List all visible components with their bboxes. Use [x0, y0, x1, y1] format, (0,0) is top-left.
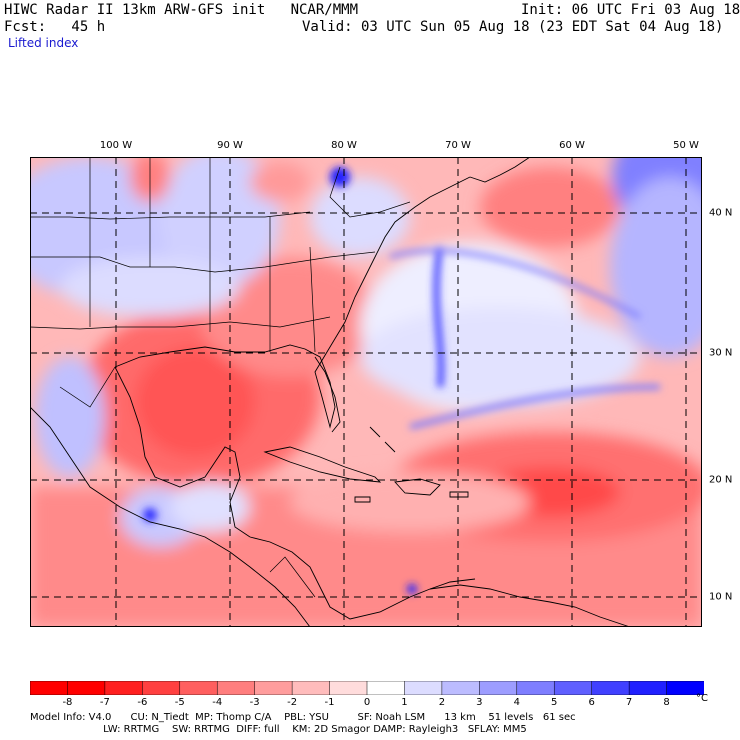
colorbar-swatch [591, 681, 630, 695]
lifted-index-map [30, 157, 702, 627]
lat-label-10n: 10 N [709, 591, 733, 603]
lifted-index-field [30, 157, 702, 627]
colorbar-swatch [216, 681, 256, 695]
political-borders [30, 157, 411, 598]
colorbar-swatch [254, 681, 293, 695]
colorbar-swatch [329, 681, 368, 695]
lon-label-80w: 80 W [331, 140, 357, 151]
colorbar-tick-label: 6 [588, 697, 595, 708]
colorbar-tick-label: -8 [62, 697, 73, 708]
colorbar-swatch [628, 681, 668, 695]
colorbar-tick-label: 4 [513, 697, 520, 708]
colorbar-swatch [179, 681, 218, 695]
lon-label-70w: 70 W [445, 140, 471, 151]
colorbar-tick-label: 0 [363, 697, 371, 708]
lon-label-90w: 90 W [217, 140, 243, 151]
lat-label-20n: 20 N [709, 474, 733, 486]
forecast-hour: Fcst: 45 h [4, 19, 106, 35]
lon-label-50w: 50 W [673, 140, 699, 151]
colorbar-tick-label: -7 [99, 697, 110, 708]
colorbar-swatch [291, 681, 331, 695]
map-frame [30, 157, 702, 627]
coastlines [30, 157, 631, 627]
footer-physics-info: LW: RRTMG SW: RRTMG DIFF: full KM: 2D Sm… [30, 724, 527, 735]
lon-label-60w: 60 W [559, 140, 585, 151]
valid-time: Valid: 03 UTC Sun 05 Aug 18 (23 EDT Sat … [302, 19, 724, 35]
colorbar-swatch [441, 681, 481, 695]
colorbar-tick-label: 3 [476, 697, 483, 708]
colorbar-unit: °C [696, 693, 708, 704]
colorbar-swatch [666, 681, 704, 695]
colorbar-tick-label: 1 [401, 697, 408, 708]
colorbar-swatch [30, 681, 69, 695]
colorbar-tick-label: 5 [551, 697, 558, 708]
latlon-grid [30, 157, 702, 627]
lat-label-30n: 30 N [709, 347, 733, 359]
colorbar-tick-label: 7 [625, 697, 633, 708]
colorbar-swatch [516, 681, 555, 695]
colorbar-swatch [67, 681, 106, 695]
colorbar-tick-label: -4 [212, 697, 223, 708]
field-name: Lifted index [8, 36, 79, 50]
stable-filaments [143, 167, 661, 594]
colorbar-swatch [104, 681, 144, 695]
colorbar-swatch [479, 681, 518, 695]
colorbar-swatch [553, 681, 593, 695]
footer-model-info: Model Info: V4.0 CU: N_Tiedt MP: Thomp C… [30, 712, 576, 723]
colorbar-swatch [366, 681, 406, 695]
colorbar-tick-label: -1 [324, 697, 335, 708]
colorbar-tick-label: -6 [137, 697, 148, 708]
colorbar-tick-label: 2 [438, 697, 446, 708]
colorbar [30, 681, 704, 695]
colorbar-swatch [404, 681, 443, 695]
colorbar-tick-label: -3 [249, 697, 260, 708]
colorbar-tick-label: -2 [287, 697, 298, 708]
colorbar-swatch [142, 681, 181, 695]
colorbar-tick-label: -5 [174, 697, 185, 708]
init-time: Init: 06 UTC Fri 03 Aug 18 [521, 2, 740, 18]
colorbar-tick-label: 8 [663, 697, 670, 708]
lon-label-100w: 100 W [99, 140, 133, 151]
model-title: HIWC Radar II 13km ARW-GFS init NCAR/MMM [4, 2, 359, 18]
lat-label-40n: 40 N [709, 207, 733, 219]
